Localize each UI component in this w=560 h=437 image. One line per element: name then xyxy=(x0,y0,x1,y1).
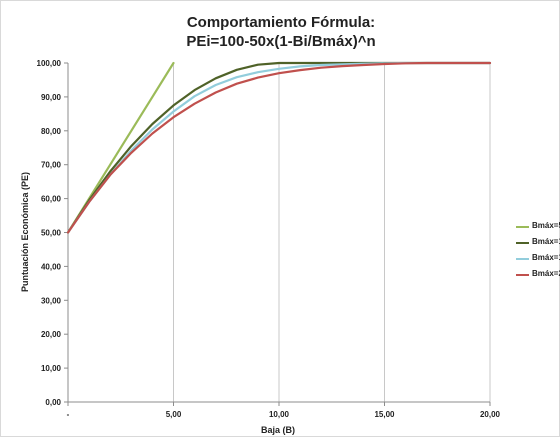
y-tick-label: 50,00 xyxy=(41,229,62,238)
series-layer xyxy=(66,61,492,234)
y-tick-label: 80,00 xyxy=(41,127,62,136)
legend-item-2: Bmáx=1 xyxy=(516,236,560,252)
y-tick-label: 90,00 xyxy=(41,93,62,102)
y-tick-label: 0,00 xyxy=(45,398,61,407)
y-tick-label: 30,00 xyxy=(41,296,62,305)
axis-layer xyxy=(64,62,491,406)
chart-title: Comportamiento Fórmula: PEi=100-50x(1-Bi… xyxy=(61,13,501,51)
chart-title-line-1: Comportamiento Fórmula: xyxy=(186,14,376,31)
y-tick-label: 10,00 xyxy=(41,364,62,373)
y-tick-label: 70,00 xyxy=(41,161,62,170)
x-axis-label: Baja (B) xyxy=(261,425,295,435)
legend-swatch xyxy=(516,226,529,228)
legend: Bmáx=5 Bmáx=1 Bmáx=1 Bmáx=2 xyxy=(516,220,560,284)
legend-label: Bmáx=1 xyxy=(532,237,560,246)
legend-label: Bmáx=2 xyxy=(532,269,560,278)
y-tick-label: 20,00 xyxy=(41,330,62,339)
grid-layer xyxy=(173,63,491,402)
tick-label-layer: 0,00 10,00 20,00 30,00 40,00 50,00 60,00 70,00 8… xyxy=(37,59,501,419)
legend-label: Bmáx=5 xyxy=(532,221,560,230)
legend-item-4: Bmáx=2 xyxy=(516,268,560,284)
legend-item-3: Bmáx=1 xyxy=(516,252,560,268)
y-tick-label: 40,00 xyxy=(41,262,62,271)
x-tick-label: 10,00 xyxy=(269,410,290,419)
legend-swatch xyxy=(516,274,529,276)
legend-label: Bmáx=1 xyxy=(532,253,560,262)
legend-item-1: Bmáx=5 xyxy=(516,220,560,236)
x-tick-label: 5,00 xyxy=(166,410,182,419)
y-tick-label: 100,00 xyxy=(37,59,62,68)
y-tick-label: 60,00 xyxy=(41,195,62,204)
legend-swatch xyxy=(516,258,529,260)
series-line-4 xyxy=(66,61,492,234)
chart-title-line-2: PEi=100-50x(1-Bi/Bmáx)^n xyxy=(186,33,376,50)
x-tick-label: 15,00 xyxy=(374,410,395,419)
x-tick-label: 20,00 xyxy=(480,410,501,419)
y-axis-label: Puntuación Económica (PE) xyxy=(20,172,30,292)
legend-swatch xyxy=(516,242,529,244)
x-tick-label: - xyxy=(67,410,70,419)
